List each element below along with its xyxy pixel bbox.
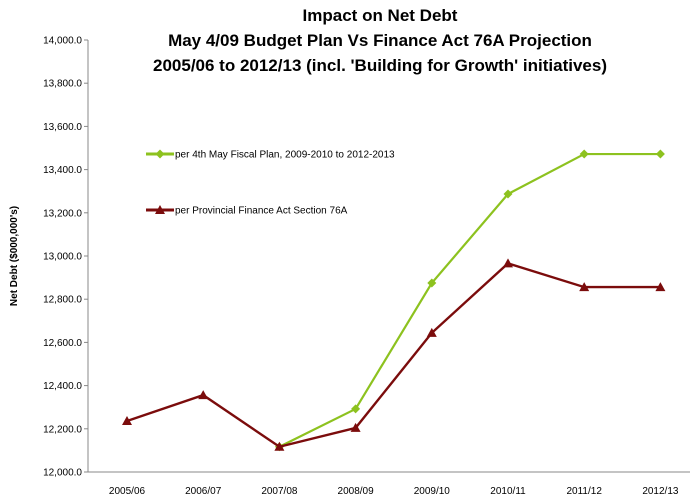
data-point	[426, 327, 437, 337]
data-point	[122, 416, 132, 426]
chart-subtitle-1: May 4/09 Budget Plan Vs Finance Act 76A …	[168, 31, 592, 50]
y-tick-label: 12,200.0	[43, 424, 82, 435]
legend-marker	[155, 149, 165, 159]
y-tick-label: 14,000.0	[43, 36, 82, 47]
data-point	[655, 149, 665, 159]
series-line-fiscal-plan	[278, 152, 661, 448]
data-point	[274, 441, 285, 451]
x-tick-label: 2009/10	[414, 486, 451, 497]
data-point	[427, 278, 437, 288]
data-point	[655, 282, 666, 292]
y-tick-label: 12,800.0	[43, 295, 82, 306]
data-point	[351, 404, 361, 414]
legend-label: per Provincial Finance Act Section 76A	[175, 206, 348, 217]
y-tick-label: 13,200.0	[43, 208, 82, 219]
data-point	[350, 422, 361, 432]
data-point	[198, 390, 209, 400]
y-tick-label: 13,000.0	[43, 252, 82, 263]
legend-label: per 4th May Fiscal Plan, 2009-2010 to 20…	[175, 150, 395, 161]
y-tick-label: 13,400.0	[43, 165, 82, 176]
data-point	[503, 258, 513, 268]
y-tick-label: 12,000.0	[43, 468, 82, 479]
x-tick-label: 2006/07	[185, 486, 222, 497]
x-tick-label: 2011/12	[566, 486, 602, 497]
y-tick-label: 13,600.0	[43, 122, 82, 133]
x-tick-label: 2005/06	[109, 486, 146, 497]
x-tick-label: 2007/08	[261, 486, 298, 497]
chart-title: Impact on Net Debt	[302, 6, 458, 25]
y-tick-label: 12,600.0	[43, 338, 82, 349]
data-point	[579, 282, 590, 292]
y-tick-label: 13,800.0	[43, 79, 82, 90]
x-tick-label: 2010/11	[490, 486, 526, 497]
x-tick-label: 2012/13	[642, 486, 679, 497]
legend-marker	[155, 205, 165, 214]
data-point	[503, 189, 513, 199]
y-axis-label: Net Debt ($000,000's)	[9, 206, 20, 306]
data-point	[579, 149, 589, 159]
x-tick-label: 2008/09	[338, 486, 375, 497]
y-tick-label: 12,400.0	[43, 381, 82, 392]
chart-subtitle-2: 2005/06 to 2012/13 (incl. 'Building for …	[153, 56, 607, 75]
series-line-finance-act	[126, 261, 661, 449]
